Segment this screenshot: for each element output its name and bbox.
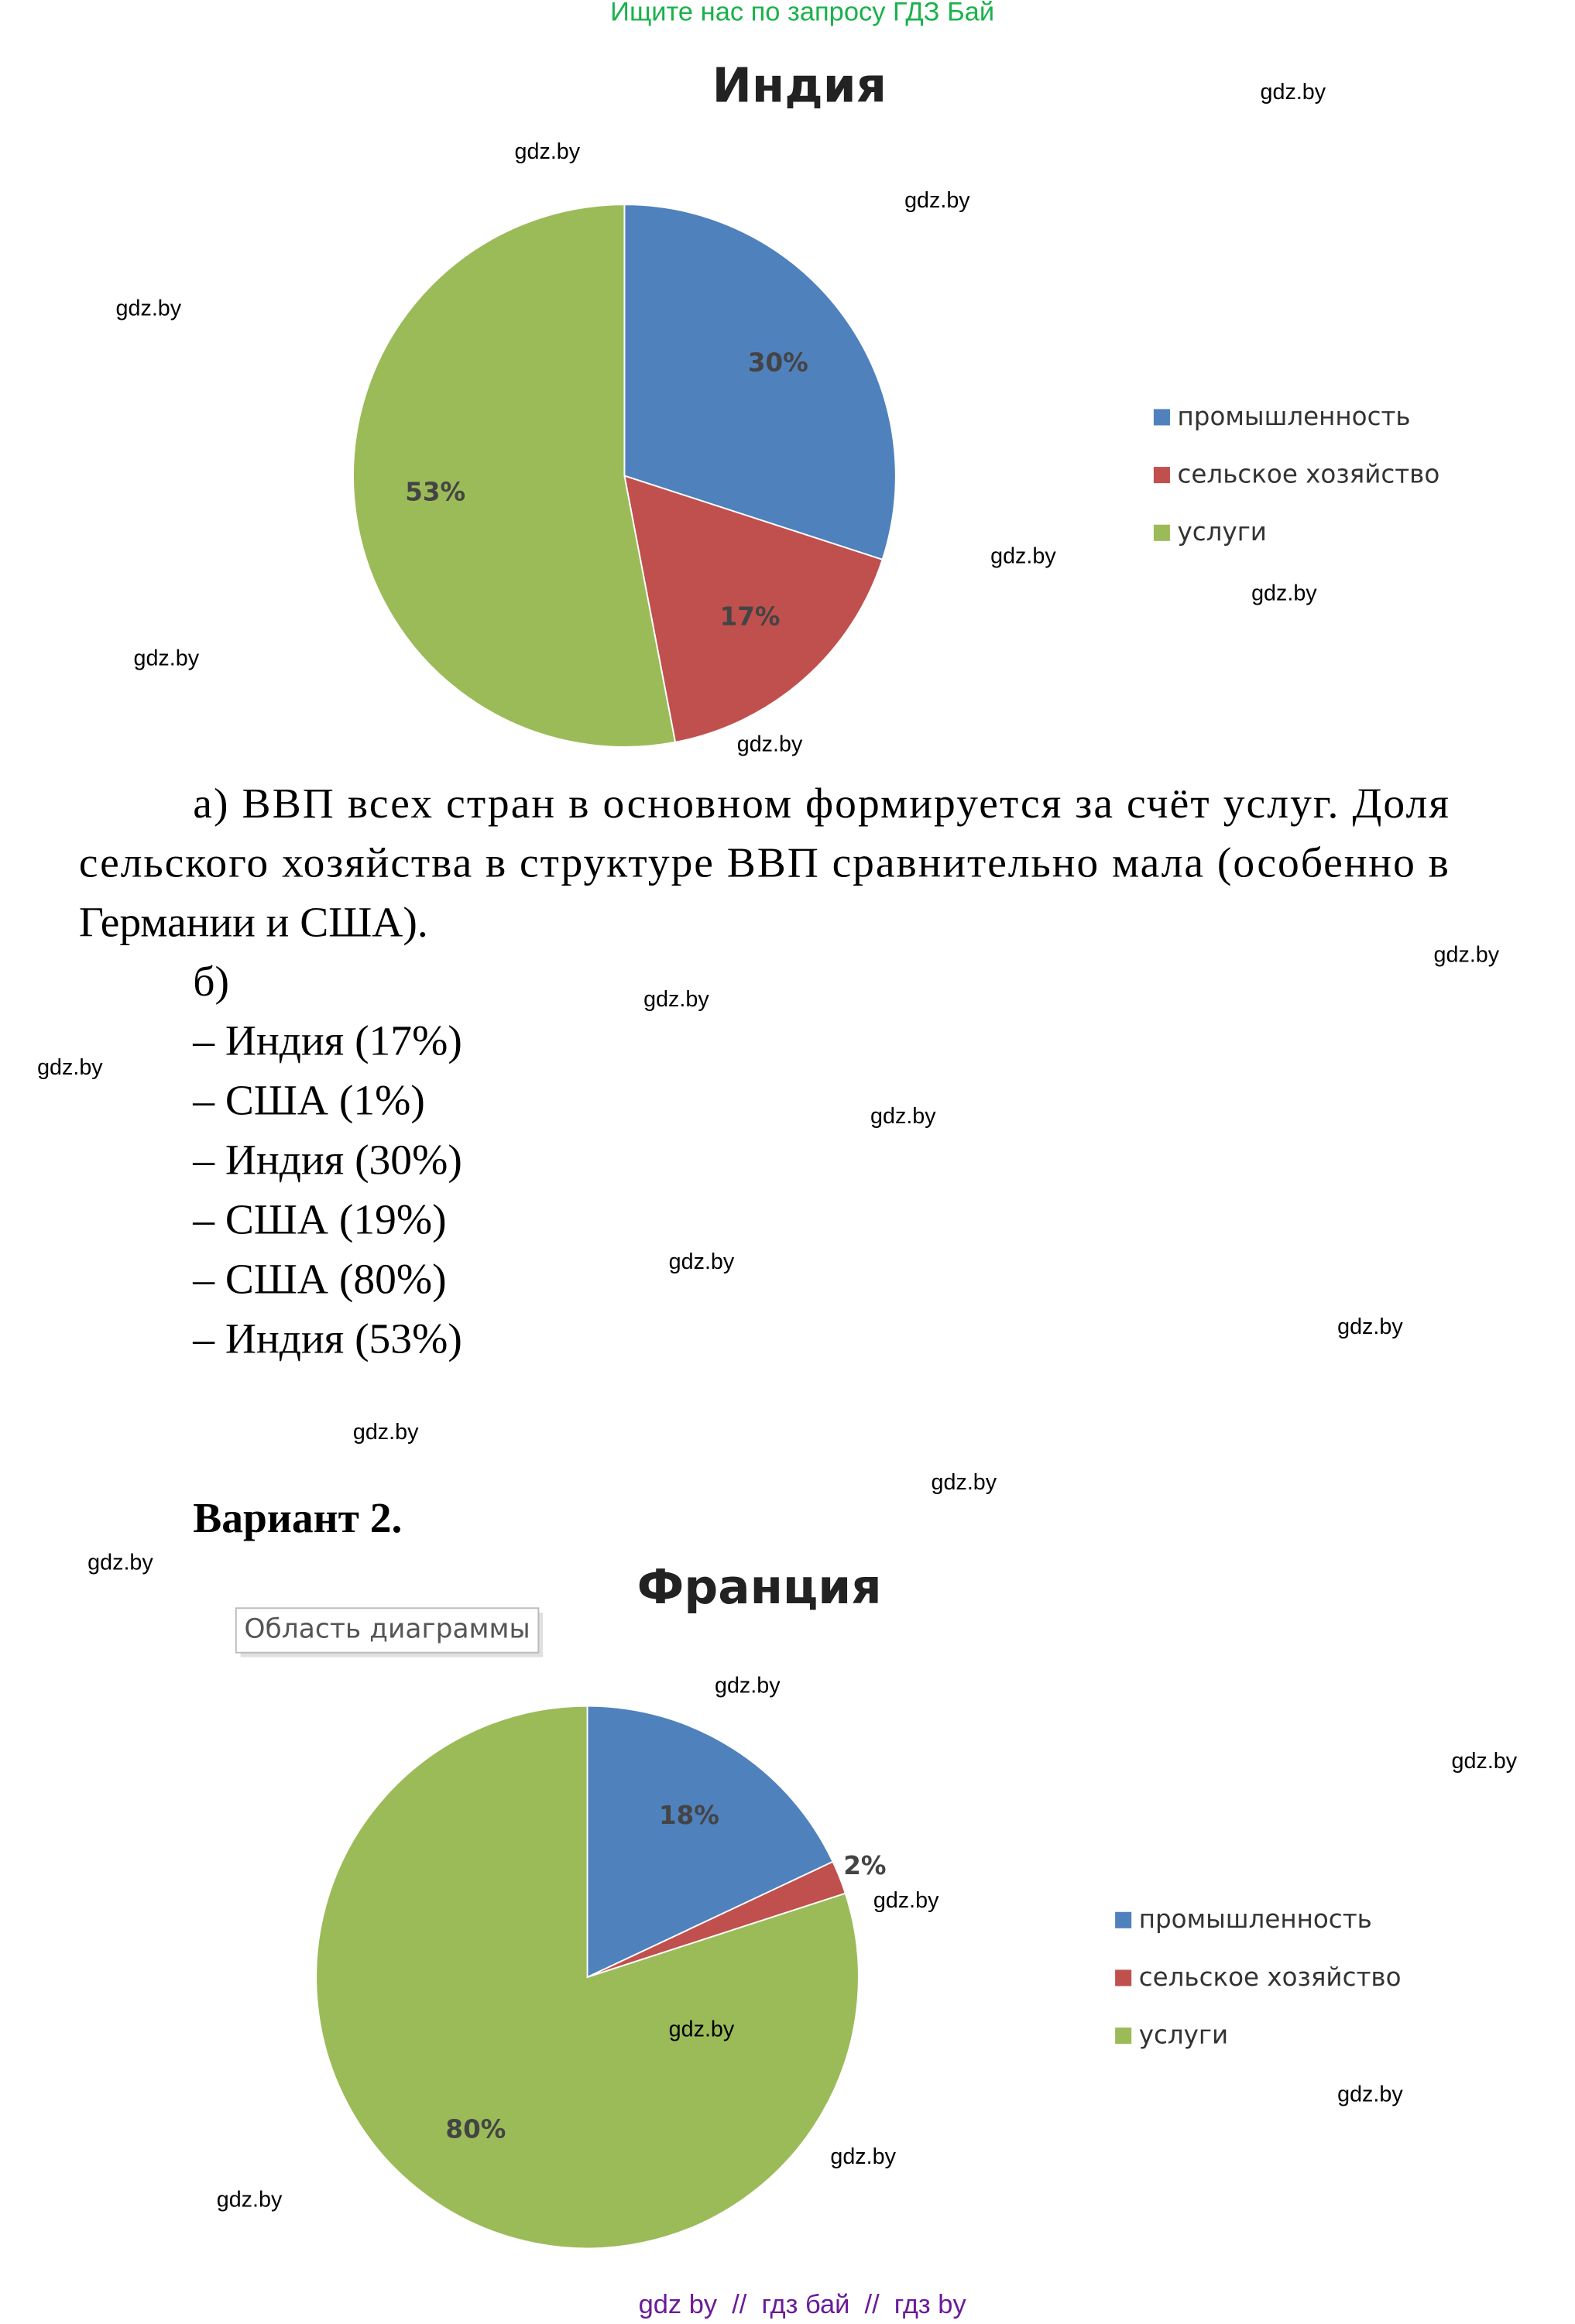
slice-label: 18% bbox=[659, 1801, 719, 1830]
chart-title: Франция bbox=[637, 1560, 882, 1615]
legend-label: промышленность bbox=[1178, 402, 1411, 431]
watermark: gdz.by bbox=[870, 1104, 936, 1129]
watermark: gdz.by bbox=[990, 543, 1056, 568]
legend-label: услуги bbox=[1139, 2021, 1228, 2050]
header: Ищите нас по запросу ГДЗ Бай bbox=[610, 0, 994, 26]
watermark: gdz.by bbox=[116, 296, 182, 321]
watermark: gdz.by bbox=[737, 732, 803, 757]
pie-slice bbox=[623, 204, 897, 561]
list-item: – Индия (17%) bbox=[192, 1017, 462, 1064]
list-item: – США (19%) bbox=[192, 1196, 446, 1243]
footer: gdz by // гдз бай // гдз by bbox=[639, 2290, 967, 2319]
pie-slice bbox=[586, 1705, 834, 1979]
legend-swatch bbox=[1115, 2028, 1132, 2045]
watermark: gdz.by bbox=[669, 2017, 735, 2041]
legend-swatch bbox=[1115, 1969, 1132, 1986]
variant-heading: Вариант 2. bbox=[193, 1495, 402, 1542]
legend-swatch bbox=[1153, 409, 1170, 426]
legend-swatch bbox=[1153, 467, 1170, 484]
watermark: gdz.by bbox=[1337, 2082, 1403, 2107]
tooltip-text: Область диаграммы bbox=[244, 1613, 530, 1644]
tooltip: Область диаграммы bbox=[235, 1607, 544, 1657]
slice-label: 80% bbox=[445, 2114, 506, 2144]
watermark: gdz.by bbox=[643, 987, 709, 1012]
watermark: gdz.by bbox=[932, 1470, 997, 1495]
pie-slice bbox=[315, 1705, 860, 2250]
list-item: – Индия (53%) bbox=[192, 1315, 462, 1363]
slice-label: 2% bbox=[843, 1851, 886, 1880]
watermark: gdz.by bbox=[217, 2188, 283, 2213]
watermark: gdz.by bbox=[904, 188, 970, 213]
chart-title: Индия bbox=[712, 58, 887, 113]
legend-label: услуги bbox=[1178, 517, 1267, 547]
watermark: gdz.by bbox=[1261, 80, 1326, 105]
legend-swatch bbox=[1153, 524, 1170, 541]
legend-label: сельское хозяйство bbox=[1178, 460, 1440, 489]
slice-label: 30% bbox=[748, 348, 808, 377]
watermark: gdz.by bbox=[873, 1888, 939, 1913]
watermark: gdz.by bbox=[1337, 1315, 1403, 1339]
legend-label: сельское хозяйство bbox=[1139, 1962, 1402, 1992]
watermark: gdz.by bbox=[830, 2144, 896, 2169]
pie-slice bbox=[352, 204, 677, 748]
list-item: – США (80%) bbox=[192, 1256, 446, 1303]
watermark: gdz.by bbox=[669, 1249, 735, 1274]
watermark: gdz.by bbox=[353, 1420, 419, 1445]
list-item: – Индия (30%) bbox=[192, 1136, 462, 1184]
list-label: б) bbox=[193, 958, 229, 1006]
list-item: – США (1%) bbox=[192, 1077, 425, 1124]
paragraph-line: сельского хозяйства в структуре ВВП срав… bbox=[79, 840, 1449, 887]
watermark: gdz.by bbox=[88, 1550, 153, 1575]
watermark: gdz.by bbox=[37, 1055, 103, 1080]
paragraph-line: а) ВВП всех стран в основном формируется… bbox=[193, 780, 1449, 828]
legend-label: промышленность bbox=[1139, 1904, 1372, 1934]
watermark: gdz.by bbox=[1251, 581, 1317, 605]
slice-label: 53% bbox=[405, 478, 465, 507]
slice-label: 17% bbox=[720, 602, 781, 632]
watermark: gdz.by bbox=[1434, 942, 1500, 967]
watermark: gdz.by bbox=[134, 646, 200, 671]
pie-slice bbox=[623, 475, 884, 743]
watermark: gdz.by bbox=[715, 1673, 781, 1698]
legend-swatch bbox=[1115, 1911, 1132, 1928]
watermark: gdz.by bbox=[515, 139, 581, 164]
paragraph-line: Германии и США). bbox=[79, 899, 428, 946]
watermark: gdz.by bbox=[1452, 1749, 1518, 1774]
